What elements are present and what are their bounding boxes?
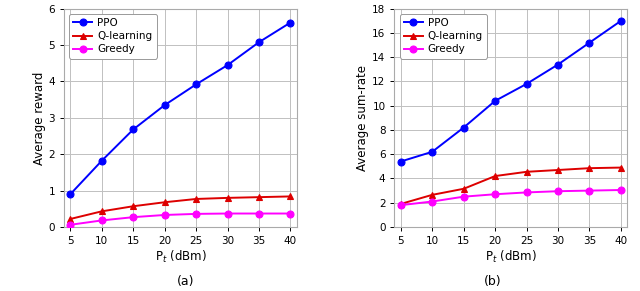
Greedy <box>428 200 436 203</box>
Greedy <box>554 189 562 193</box>
Q-learning <box>554 168 562 172</box>
Line: PPO: PPO <box>67 19 294 198</box>
Line: Greedy: Greedy <box>67 210 294 228</box>
X-axis label: P$_t$ (dBm): P$_t$ (dBm) <box>154 249 206 265</box>
Greedy <box>255 212 263 215</box>
Line: Q-learning: Q-learning <box>397 164 625 207</box>
Greedy <box>129 215 137 219</box>
Greedy <box>460 195 467 198</box>
Q-learning <box>98 210 106 213</box>
Q-learning <box>523 170 531 173</box>
Q-learning <box>129 205 137 208</box>
PPO <box>554 63 562 66</box>
Text: (a): (a) <box>177 275 195 288</box>
Y-axis label: Average reward: Average reward <box>33 71 45 164</box>
Q-learning <box>460 187 467 191</box>
Greedy <box>161 213 168 217</box>
PPO <box>129 128 137 131</box>
Q-learning <box>586 166 593 170</box>
Greedy <box>586 189 593 192</box>
Q-learning <box>255 196 263 199</box>
Greedy <box>523 191 531 194</box>
PPO <box>586 41 593 45</box>
Q-learning <box>428 193 436 197</box>
Greedy <box>224 212 232 215</box>
PPO <box>397 160 404 163</box>
Q-learning <box>397 202 404 206</box>
Legend: PPO, Q-learning, Greedy: PPO, Q-learning, Greedy <box>69 14 157 58</box>
Greedy <box>492 193 499 196</box>
Q-learning <box>617 166 625 169</box>
X-axis label: P$_t$ (dBm): P$_t$ (dBm) <box>485 249 537 265</box>
PPO <box>98 159 106 162</box>
Greedy <box>192 212 200 216</box>
Greedy <box>98 219 106 222</box>
Q-learning <box>224 196 232 200</box>
Line: PPO: PPO <box>397 17 625 165</box>
PPO <box>67 193 74 196</box>
Greedy <box>67 223 74 226</box>
PPO <box>161 103 168 107</box>
PPO <box>255 40 263 44</box>
Q-learning <box>67 217 74 221</box>
PPO <box>523 82 531 86</box>
PPO <box>460 126 467 129</box>
PPO <box>224 63 232 67</box>
Y-axis label: Average sum-rate: Average sum-rate <box>356 65 369 171</box>
PPO <box>492 99 499 103</box>
PPO <box>192 83 200 86</box>
Q-learning <box>287 195 294 198</box>
Line: Greedy: Greedy <box>397 187 625 209</box>
Greedy <box>287 212 294 215</box>
Q-learning <box>161 200 168 204</box>
PPO <box>617 19 625 23</box>
Greedy <box>617 188 625 192</box>
Greedy <box>397 203 404 207</box>
PPO <box>287 21 294 24</box>
Q-learning <box>192 197 200 201</box>
PPO <box>428 150 436 154</box>
Q-learning <box>492 174 499 178</box>
Legend: PPO, Q-learning, Greedy: PPO, Q-learning, Greedy <box>400 14 487 58</box>
Line: Q-learning: Q-learning <box>67 193 294 222</box>
Text: (b): (b) <box>484 275 502 288</box>
